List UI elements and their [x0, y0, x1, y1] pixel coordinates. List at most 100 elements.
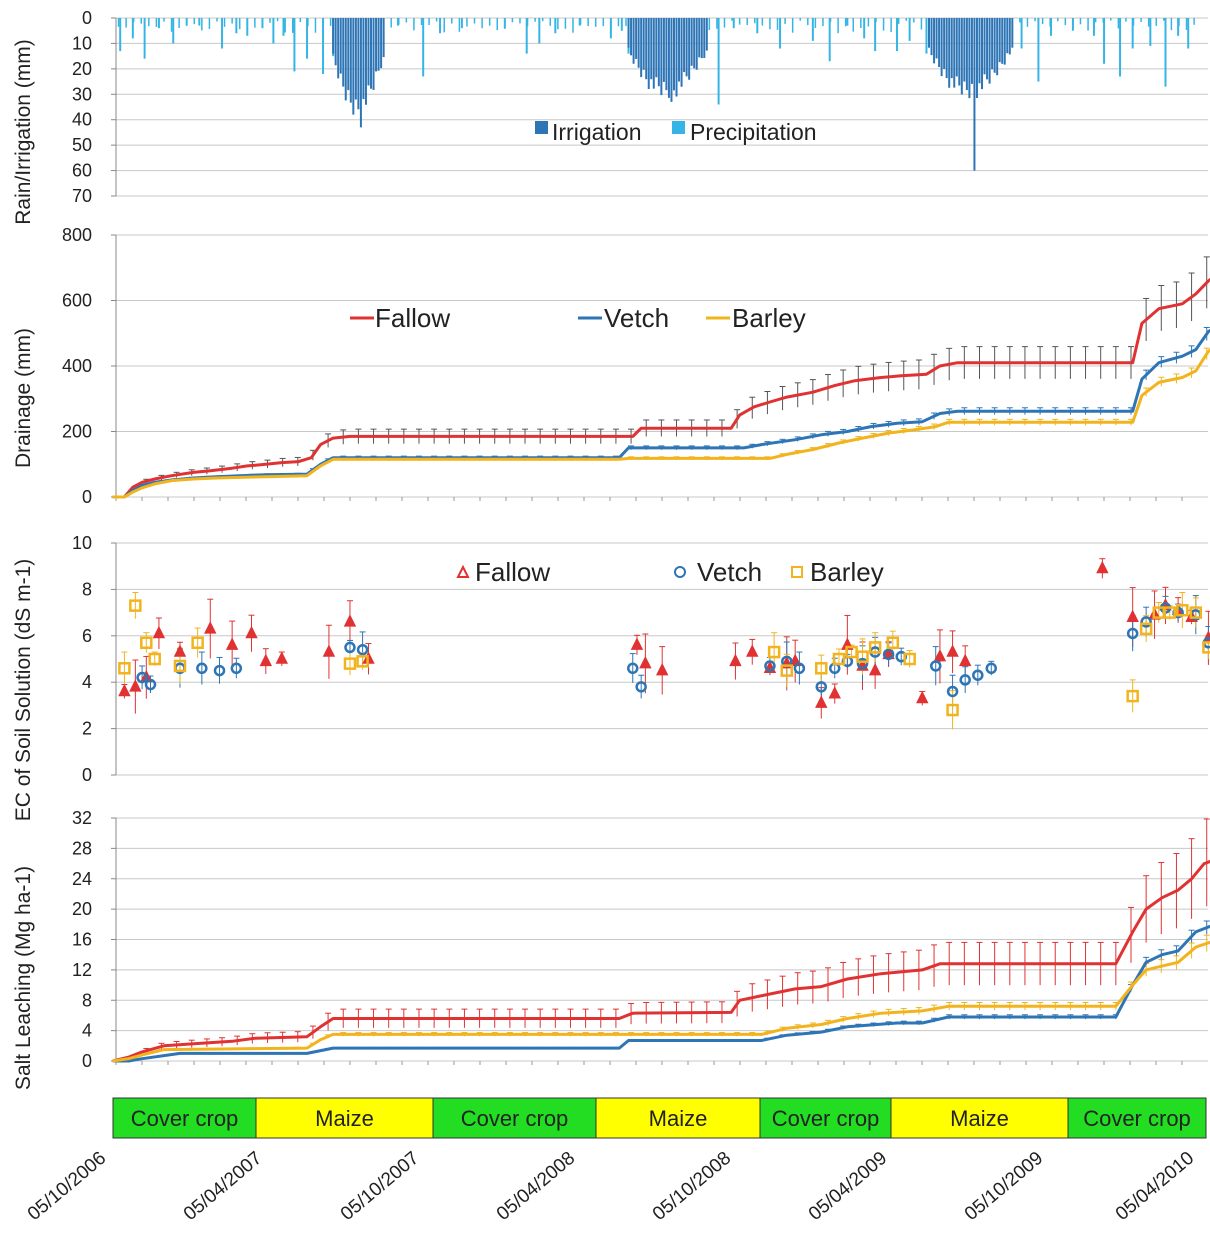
season-label: Cover crop	[772, 1106, 880, 1131]
vetch-point	[144, 678, 157, 691]
barley-point	[1176, 604, 1189, 617]
vetch-point	[344, 641, 356, 654]
fallow-point	[746, 644, 759, 657]
y-tick-label: 12	[72, 960, 92, 980]
ec-panel: EC of Soil Solution (dS m-1) 0 2 4 6 8 10 Fal…	[12, 533, 1210, 821]
drainage-legend: Fallow Vetch Barley	[350, 303, 806, 333]
season-label: Maize	[315, 1106, 374, 1131]
season-segment	[255, 1097, 434, 1139]
season-segment	[1067, 1097, 1207, 1139]
legend-barley-marker	[791, 566, 803, 578]
fallow-point	[729, 653, 742, 667]
y-tick-label: 10	[72, 33, 92, 53]
y-tick-label: 28	[72, 838, 92, 858]
barley-point	[356, 655, 369, 668]
fallow-point	[259, 653, 273, 667]
ec-legend-vetch-label: Vetch	[697, 557, 762, 587]
y-tick-label: 800	[62, 225, 92, 245]
season-label: Cover crop	[1083, 1106, 1191, 1131]
vetch-point	[356, 643, 369, 656]
y-tick-label: 4	[82, 672, 92, 692]
legend-precipitation-label: Precipitation	[690, 119, 817, 145]
x-tick-label: 05/10/2009	[961, 1148, 1047, 1225]
y-tick-label: 2	[82, 719, 92, 739]
vetch-point	[882, 648, 895, 661]
fallow-line	[112, 277, 1210, 499]
ec-legend-fallow-label: Fallow	[475, 557, 550, 587]
x-tick-label: 05/04/2010	[1112, 1148, 1198, 1225]
vetch-point	[793, 662, 806, 675]
barley-point	[1202, 641, 1210, 654]
barley-point	[832, 652, 846, 666]
y-tick-label: 0	[82, 1051, 92, 1071]
vetch-point	[1140, 616, 1152, 628]
barley-point	[118, 662, 131, 675]
vetch-point	[946, 685, 959, 698]
drainage-panel: Drainage (mm) 0 200 400 600 800 Fallow Vetch…	[12, 225, 1210, 507]
y-tick-label: 32	[72, 808, 92, 828]
ec-legend-barley-label: Barley	[810, 557, 884, 587]
y-tick-label: 8	[82, 990, 92, 1010]
salt-leaching-panel: Salt Leaching (Mg ha-1) 0 4 8 12 16 20 24 28 32	[12, 808, 1210, 1090]
legend-fallow-marker	[456, 564, 470, 578]
barley-point	[191, 636, 204, 650]
ec-y-axis-title: EC of Soil Solution (dS m-1)	[12, 559, 35, 822]
vetch-point	[213, 664, 226, 677]
barley-point	[780, 664, 794, 677]
season-label: Maize	[950, 1106, 1009, 1131]
y-tick-label: 6	[82, 626, 92, 646]
vetch-point	[815, 681, 828, 693]
barley-point	[1189, 606, 1203, 619]
fallow-point	[630, 637, 644, 650]
y-tick-label: 600	[62, 291, 92, 311]
fallow-point	[946, 644, 959, 657]
barley-point	[946, 703, 959, 717]
fallow-point	[1096, 560, 1109, 574]
fallow-point	[815, 695, 828, 708]
x-tick-label: 05/04/2007	[180, 1148, 266, 1225]
drainage-y-axis-title: Drainage (mm)	[12, 328, 35, 468]
barley-point	[1163, 606, 1176, 619]
fallow-point	[225, 637, 239, 650]
vetch-point	[985, 662, 998, 675]
fallow-point	[245, 625, 258, 639]
fallow-point	[118, 683, 131, 697]
y-tick-label: 400	[62, 356, 92, 376]
vetch-point	[764, 660, 776, 672]
x-tick-label: 05/10/2007	[337, 1148, 423, 1225]
y-tick-label: 200	[62, 422, 92, 442]
barley-point	[1126, 689, 1139, 703]
rain-legend: Irrigation Precipitation	[535, 119, 817, 145]
x-tick-label: 05/04/2008	[493, 1148, 579, 1225]
salt-y-axis-title: Salt Leaching (Mg ha-1)	[12, 866, 35, 1090]
vetch-point	[136, 671, 148, 684]
rain-y-axis-title: Rain/Irrigation (mm)	[12, 39, 35, 225]
x-axis-date-labels: 05/10/2006 05/04/2007 05/10/2007 05/04/2008…	[24, 1148, 1198, 1225]
y-tick-label: 0	[82, 8, 92, 28]
barley-point	[886, 636, 900, 650]
y-tick-label: 10	[72, 533, 92, 553]
season-segment	[432, 1097, 597, 1139]
y-tick-label: 30	[72, 84, 92, 104]
fallow-point	[655, 662, 669, 676]
fallow-point	[173, 644, 187, 657]
barley-line	[112, 348, 1210, 499]
legend-irrigation-label: Irrigation	[552, 119, 641, 145]
season-segment	[890, 1097, 1069, 1139]
fallow-point	[152, 625, 166, 639]
barley-point	[343, 657, 357, 670]
barley-point	[868, 641, 882, 654]
vetch-line	[112, 328, 1210, 499]
barley-point	[856, 650, 869, 663]
season-segment	[759, 1097, 892, 1139]
y-tick-label: 24	[72, 869, 92, 889]
y-tick-label: 20	[72, 899, 92, 919]
fallow-point	[916, 690, 929, 704]
fallow-point	[204, 621, 217, 634]
vetch-point	[929, 660, 942, 672]
y-tick-label: 8	[82, 579, 92, 599]
legend-fallow-label: Fallow	[375, 303, 450, 333]
x-tick-label: 05/04/2009	[805, 1148, 891, 1225]
season-label: Cover crop	[461, 1106, 569, 1131]
